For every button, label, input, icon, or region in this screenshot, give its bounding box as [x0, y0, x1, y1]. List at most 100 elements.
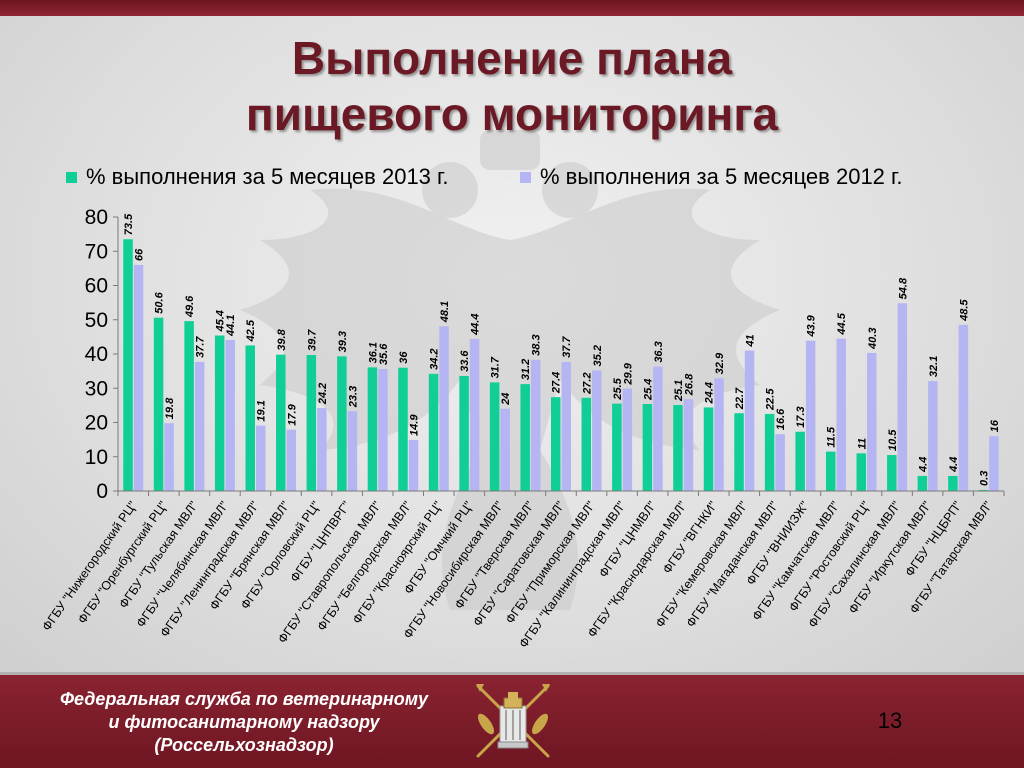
rosselkhoznadzor-emblem-icon: [476, 684, 550, 758]
value-label-2013: 11.5: [826, 426, 838, 447]
bar-2013: [581, 397, 592, 491]
bar-2013: [887, 455, 897, 491]
bar-2012: [744, 350, 755, 491]
value-label-2013: 10.5: [887, 429, 899, 451]
value-label-2013: 36.1: [367, 342, 379, 363]
value-label-2012: 26.8: [683, 373, 695, 396]
bar-2013: [948, 475, 958, 491]
value-label-2012: 37.7: [561, 336, 573, 358]
value-label-2013: 4.4: [948, 457, 960, 473]
y-tick-label: 60: [85, 275, 108, 298]
bar-2013: [276, 354, 286, 491]
value-label-2012: 19.8: [164, 397, 176, 419]
bar-2013: [245, 345, 255, 491]
value-label-2012: 44.1: [225, 315, 237, 337]
value-label-2013: 34.2: [429, 348, 441, 369]
value-label-2013: 42.5: [245, 319, 257, 342]
value-label-2012: 43.9: [806, 314, 818, 337]
value-label-2013: 4.4: [917, 457, 929, 473]
chart-legend: % выполнения за 5 месяцев 2013 г. % выпо…: [66, 164, 1006, 194]
bar-2012: [714, 378, 724, 491]
value-label-2013: 27.2: [581, 372, 593, 394]
bar-2012: [408, 439, 419, 491]
value-label-2013: 39.3: [337, 331, 349, 352]
agency-name: Федеральная служба по ветеринарному и фи…: [24, 688, 464, 757]
bar-2012: [225, 339, 235, 491]
bar-2013: [978, 489, 989, 491]
bar-2012: [775, 434, 785, 491]
value-label-2012: 23.3: [347, 386, 359, 408]
y-tick-label: 80: [85, 206, 108, 229]
bar-2012: [439, 326, 449, 491]
bar-2012: [469, 338, 480, 491]
value-label-2012: 44.4: [470, 314, 482, 336]
value-label-2013: 31.2: [520, 359, 532, 380]
bar-2013: [642, 404, 653, 491]
value-label-2012: 24: [500, 393, 512, 406]
value-label-2013: 25.1: [673, 380, 685, 402]
value-label-2012: 48.1: [439, 301, 451, 323]
y-tick-label: 40: [85, 343, 108, 366]
title-line-2: пищевого мониторинга: [245, 88, 779, 140]
legend-label-2013: % выполнения за 5 месяцев 2013 г.: [86, 164, 449, 189]
bar-2012: [561, 361, 571, 491]
bar-2013: [153, 317, 164, 491]
value-label-2013: 39.8: [276, 328, 288, 350]
y-tick-label: 50: [85, 309, 108, 332]
bar-2012: [836, 338, 846, 491]
title-line-1: Выполнение плана: [291, 32, 733, 84]
bar-2012: [530, 359, 541, 491]
bar-2012: [286, 429, 297, 491]
value-label-2012: 14.9: [408, 414, 420, 436]
y-tick-label: 20: [85, 412, 108, 435]
agency-line-3: (Россельхознадзор): [154, 735, 334, 755]
value-label-2012: 32.1: [928, 356, 940, 377]
value-label-2013: 22.5: [765, 388, 777, 411]
bar-2012: [317, 408, 327, 491]
value-label-2013: 11: [856, 438, 868, 449]
bar-2012: [347, 411, 358, 491]
legend-swatch-2013: [66, 172, 77, 183]
value-label-2012: 32.9: [714, 352, 726, 374]
slide-title: Выполнение плана пищевого мониторинга: [0, 30, 1024, 142]
bar-2013: [428, 373, 439, 491]
value-label-2012: 38.3: [531, 334, 543, 355]
bar-2013: [551, 397, 561, 491]
bar-2012: [164, 423, 174, 491]
bar-2013: [856, 453, 867, 491]
value-label-2012: 24.2: [317, 383, 329, 405]
bar-2013: [214, 335, 225, 491]
value-label-2013: 39.7: [306, 329, 318, 351]
double-headed-eagle-watermark-icon: [240, 130, 780, 610]
bar-2012: [989, 436, 999, 491]
value-label-2012: 17.9: [286, 403, 298, 425]
agency-line-1: Федеральная служба по ветеринарному: [59, 689, 429, 709]
value-label-2012: 40.3: [867, 328, 879, 350]
bar-chart: 0 10 20 30 40 50 60 70 80 73.5 66 50.6 19.8 49.6 37.7…: [40, 206, 1005, 651]
value-label-2012: 29.9: [622, 362, 634, 385]
bar-2013: [398, 367, 408, 491]
bar-2012: [194, 361, 205, 491]
value-label-2013: 33.6: [459, 350, 471, 372]
bar-2013: [123, 239, 133, 491]
value-label-2013: 25.4: [642, 379, 654, 401]
value-label-2012: 19.1: [256, 400, 268, 421]
value-label-2013: 45.4: [215, 310, 227, 332]
y-tick-label: 30: [85, 377, 108, 400]
bar-2013: [673, 405, 683, 491]
bar-2013: [489, 382, 500, 491]
bar-2013: [337, 356, 347, 491]
value-label-2013: 0.3: [978, 471, 990, 486]
bar-2012: [867, 352, 877, 491]
top-brand-bar: [0, 0, 1024, 16]
value-label-2013: 22.7: [734, 387, 746, 410]
legend-swatch-2012: [520, 172, 531, 183]
bar-2012: [958, 324, 969, 491]
bar-2012: [897, 303, 908, 491]
bar-2012: [805, 340, 816, 491]
value-label-2012: 44.5: [836, 312, 848, 335]
page-number: 13: [877, 708, 903, 733]
value-label-2012: 35.2: [592, 345, 604, 366]
value-label-2012: 37.7: [195, 336, 207, 358]
bar-2012: [592, 370, 602, 491]
